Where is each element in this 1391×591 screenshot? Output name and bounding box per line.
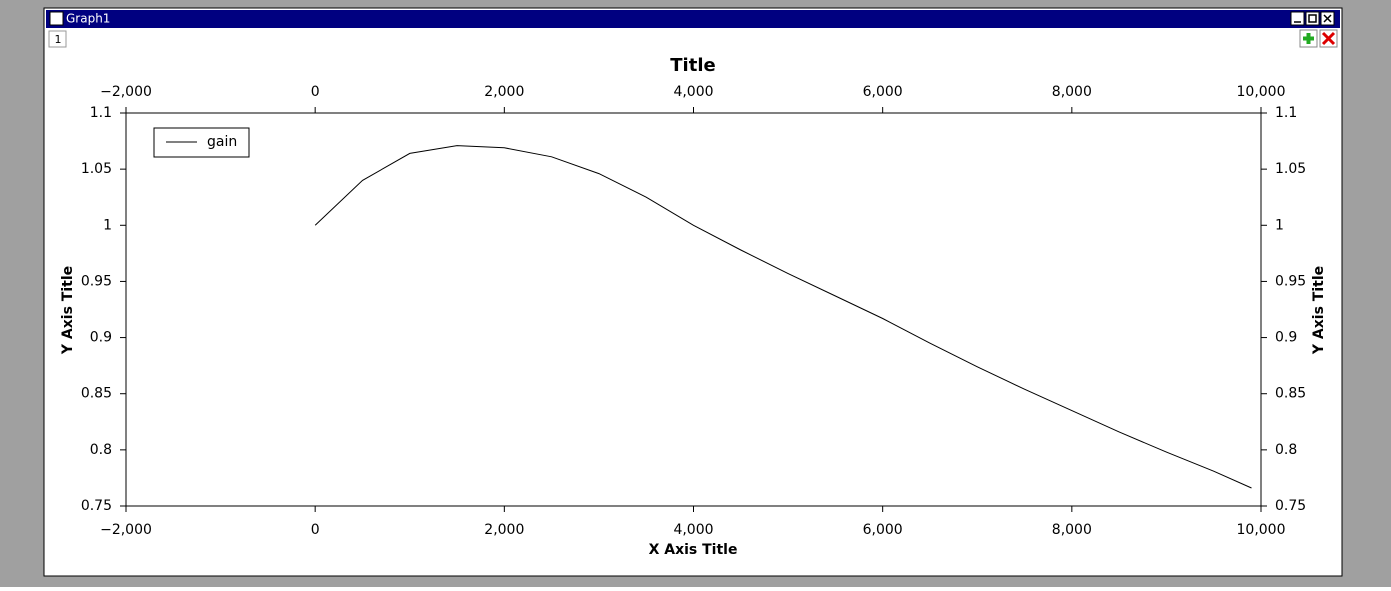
y-tick-label: 0.95 [81, 273, 112, 289]
y-tick-label-right: 1 [1275, 217, 1284, 233]
x-tick-label-top: 8,000 [1052, 84, 1092, 100]
y-tick-label: 0.85 [81, 386, 112, 402]
y-tick-label-right: 1.05 [1275, 161, 1306, 177]
y-tick-label-right: 0.85 [1275, 386, 1306, 402]
x-tick-label-top: 6,000 [863, 84, 903, 100]
chart-title: Title [670, 55, 715, 76]
x-tick-label: 0 [311, 522, 320, 538]
x-tick-label: 2,000 [484, 522, 524, 538]
y-tick-label-right: 0.75 [1275, 498, 1306, 514]
y-tick-label-right: 0.8 [1275, 442, 1297, 458]
y-tick-label-right: 0.95 [1275, 273, 1306, 289]
y-tick-label: 1.05 [81, 161, 112, 177]
minimize-button[interactable] [1290, 11, 1305, 26]
x-tick-label: 6,000 [863, 522, 903, 538]
y-axis-title: Y Axis Title [60, 266, 76, 355]
y-tick-label-right: 1.1 [1275, 105, 1297, 121]
x-tick-label: 10,000 [1237, 522, 1286, 538]
y-tick-label: 1.1 [90, 105, 112, 121]
window-button-glyphs [1294, 14, 1332, 23]
x-tick-label-top: −2,000 [100, 84, 152, 100]
tab-label: 1 [55, 33, 62, 46]
x-tick-label: −2,000 [100, 522, 152, 538]
window-title: Graph1 [66, 12, 110, 26]
window-icon[interactable] [49, 11, 64, 26]
x-tick-label-top: 10,000 [1237, 84, 1286, 100]
window [43, 7, 1343, 577]
tab[interactable] [48, 30, 67, 48]
x-tick-label-top: 4,000 [673, 84, 713, 100]
x-tick-label: 4,000 [673, 522, 713, 538]
y-tick-label: 0.8 [90, 442, 112, 458]
x-tick-label: 8,000 [1052, 522, 1092, 538]
maximize-button[interactable] [1305, 11, 1320, 26]
remove-icon [1321, 31, 1336, 46]
y-tick-label: 0.9 [90, 330, 112, 346]
title-bar [46, 10, 1340, 28]
y-axis-title-right: Y Axis Title [1311, 266, 1327, 355]
y-tick-label: 0.75 [81, 498, 112, 514]
legend-label: gain [207, 134, 237, 150]
x-axis-title: X Axis Title [649, 542, 738, 558]
add-icon [1303, 33, 1314, 44]
series-line [314, 145, 1252, 489]
x-tick-label-top: 2,000 [484, 84, 524, 100]
y-tick-label: 1 [103, 217, 112, 233]
y-tick-label-right: 0.9 [1275, 330, 1297, 346]
x-tick-label-top: 0 [311, 84, 320, 100]
